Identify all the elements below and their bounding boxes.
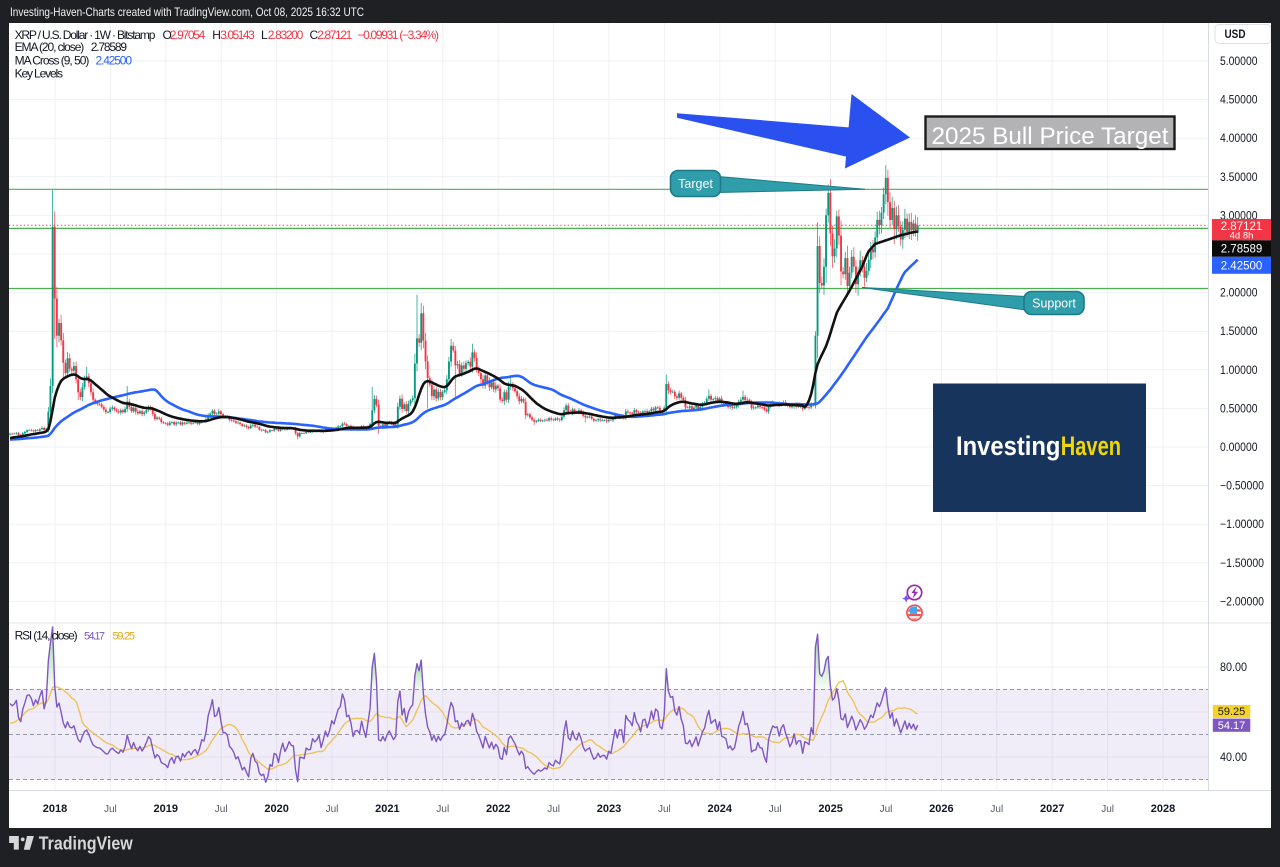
svg-text:EMA (20, close): EMA (20, close) (15, 40, 85, 54)
svg-text:4.50000: 4.50000 (1220, 95, 1258, 107)
svg-text:Target: Target (678, 177, 713, 191)
svg-text:O: O (163, 28, 172, 42)
svg-text:2025 Bull Price Target: 2025 Bull Price Target (932, 123, 1169, 150)
svg-text:2025: 2025 (818, 803, 842, 815)
svg-text:Key Levels: Key Levels (15, 67, 63, 81)
svg-text:0.50000: 0.50000 (1220, 403, 1258, 415)
svg-text:Haven: Haven (1061, 431, 1121, 461)
svg-text:−0.09931 (−3.34%): −0.09931 (−3.34%) (358, 28, 440, 42)
svg-text:Support: Support (1032, 297, 1076, 311)
svg-text:59.25: 59.25 (113, 631, 136, 643)
svg-text:2.83200: 2.83200 (268, 28, 304, 42)
svg-text:−2.00000: −2.00000 (1220, 596, 1264, 608)
svg-text:2.78589: 2.78589 (1221, 243, 1263, 255)
svg-text:1.00000: 1.00000 (1220, 365, 1258, 377)
svg-text:3.50000: 3.50000 (1220, 172, 1258, 184)
svg-text:4d 8h: 4d 8h (1230, 231, 1254, 242)
svg-text:5.00000: 5.00000 (1220, 56, 1258, 68)
svg-text:2022: 2022 (486, 803, 510, 815)
svg-text:Jul: Jul (658, 804, 671, 815)
svg-text:XRP / U.S. Dollar · 1W · Bitst: XRP / U.S. Dollar · 1W · Bitstamp (15, 28, 156, 42)
svg-text:Jul: Jul (990, 804, 1003, 815)
svg-text:RSI (14, close): RSI (14, close) (15, 629, 78, 643)
svg-text:2.00000: 2.00000 (1220, 288, 1258, 300)
svg-text:Jul: Jul (104, 804, 117, 815)
svg-text:H: H (212, 28, 221, 42)
svg-text:−0.50000: −0.50000 (1220, 481, 1264, 493)
svg-text:Investing: Investing (956, 431, 1060, 461)
svg-text:Jul: Jul (326, 804, 339, 815)
svg-text:−1.00000: −1.00000 (1220, 519, 1264, 531)
svg-text:80.00: 80.00 (1220, 662, 1247, 674)
svg-text:2026: 2026 (929, 803, 953, 815)
svg-text:−1.50000: −1.50000 (1220, 558, 1264, 570)
svg-text:2.78589: 2.78589 (91, 40, 128, 54)
svg-text:2028: 2028 (1151, 803, 1175, 815)
svg-text:3.05143: 3.05143 (220, 28, 255, 42)
svg-text:2023: 2023 (597, 803, 621, 815)
svg-text:59.25: 59.25 (1218, 706, 1246, 718)
svg-text:2.87121: 2.87121 (1221, 221, 1263, 233)
svg-text:4.00000: 4.00000 (1220, 133, 1258, 145)
svg-text:2020: 2020 (264, 803, 288, 815)
svg-text:40.00: 40.00 (1220, 752, 1247, 764)
svg-text:TradingView: TradingView (39, 834, 134, 854)
svg-text:2027: 2027 (1040, 803, 1064, 815)
svg-text:54.17: 54.17 (1218, 720, 1246, 732)
svg-text:L: L (261, 28, 268, 42)
svg-text:2.97054: 2.97054 (170, 28, 206, 42)
svg-text:Investing-Haven-Charts created: Investing-Haven-Charts created with Trad… (10, 5, 364, 19)
svg-text:2019: 2019 (154, 803, 178, 815)
svg-text:2.42500: 2.42500 (1221, 260, 1263, 272)
svg-text:2018: 2018 (43, 803, 67, 815)
svg-text:2.42500: 2.42500 (96, 54, 133, 68)
svg-text:MA Cross (9, 50): MA Cross (9, 50) (15, 54, 90, 68)
svg-text:2.87121: 2.87121 (317, 28, 352, 42)
svg-text:Jul: Jul (769, 804, 782, 815)
svg-text:Jul: Jul (1101, 804, 1114, 815)
svg-text:54.17: 54.17 (84, 631, 105, 643)
svg-text:0.00000: 0.00000 (1220, 442, 1258, 454)
svg-text:2024: 2024 (708, 803, 733, 815)
svg-text:Jul: Jul (880, 804, 893, 815)
svg-text:Jul: Jul (215, 804, 228, 815)
svg-text:1.50000: 1.50000 (1220, 326, 1258, 338)
svg-text:USD: USD (1225, 27, 1246, 41)
svg-text:C: C (310, 28, 319, 42)
svg-text:Jul: Jul (547, 804, 560, 815)
svg-text:2021: 2021 (375, 803, 399, 815)
svg-text:Jul: Jul (436, 804, 449, 815)
